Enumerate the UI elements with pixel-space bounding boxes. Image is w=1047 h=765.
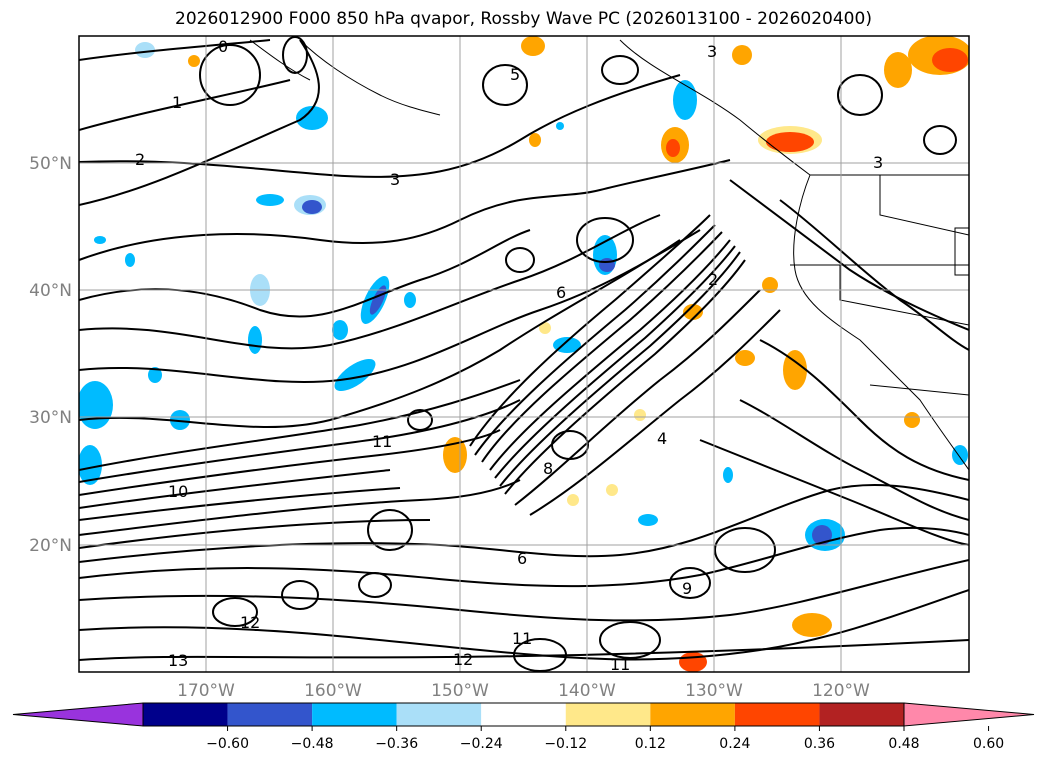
contour-label: 3 <box>873 153 883 172</box>
lat-label-40n: 40°N <box>29 281 72 301</box>
contour-lines <box>79 36 969 672</box>
lon-label-140w: 140°W <box>558 681 616 701</box>
colorbar-cell <box>734 703 820 726</box>
colorbar-tick-label: 0.36 <box>804 736 835 752</box>
contour-label: 6 <box>556 283 566 302</box>
contour-label: 12 <box>240 613 260 632</box>
contour-label: 13 <box>168 651 188 670</box>
contour-label: 11 <box>512 629 532 648</box>
colorbar-cell <box>312 703 397 726</box>
map-frame <box>78 35 970 673</box>
lon-label-170w: 170°W <box>177 681 235 701</box>
map-title: 2026012900 F000 850 hPa qvapor, Rossby W… <box>175 9 872 29</box>
colorbar-cell <box>819 703 904 726</box>
colorbar-cell <box>227 703 313 726</box>
contour-label: 12 <box>453 650 473 669</box>
contour-label: 2 <box>135 150 145 169</box>
lat-label-50n: 50°N <box>29 154 72 174</box>
contour-label: 1 <box>172 93 182 112</box>
map-content: 0 1 2 3 3 3 5 4 6 11 10 8 9 12 13 12 11 … <box>79 36 969 674</box>
colorbar-cell <box>650 703 735 726</box>
contour-label: 8 <box>543 459 553 478</box>
lat-label-30n: 30°N <box>29 408 72 428</box>
colorbar-tick-label: −0.12 <box>544 736 587 752</box>
colorbar-tick-label: 0.24 <box>719 736 750 752</box>
contour-label: 11 <box>610 655 630 674</box>
lat-label-20n: 20°N <box>29 536 72 556</box>
contour-label: 11 <box>372 432 392 451</box>
colorbar-tick-label: 0.48 <box>888 736 919 752</box>
contour-label: 5 <box>510 65 520 84</box>
colorbar-extend-low <box>12 702 144 727</box>
contour-label: 9 <box>682 579 692 598</box>
contour-label: 10 <box>168 482 188 501</box>
colorbar-extend-high <box>903 702 1035 727</box>
colorbar-tick-label: −0.48 <box>291 736 334 752</box>
lon-label-120w: 120°W <box>812 681 870 701</box>
lon-label-160w: 160°W <box>304 681 362 701</box>
contour-label: 3 <box>390 170 400 189</box>
graticule <box>79 36 969 672</box>
colorbar-cell <box>565 703 651 726</box>
colorbar-tick-label: −0.24 <box>460 736 503 752</box>
contour-label: 2 <box>708 270 718 289</box>
contour-label: 6 <box>517 549 527 568</box>
contour-label: 4 <box>657 429 667 448</box>
colorbar-tick-label: −0.36 <box>375 736 418 752</box>
lon-label-150w: 150°W <box>431 681 489 701</box>
colorbar-tick-label: 0.12 <box>635 736 666 752</box>
lon-label-130w: 130°W <box>685 681 743 701</box>
colorbar-frame <box>142 702 905 727</box>
coastlines <box>249 39 969 471</box>
contour-label: 3 <box>707 42 717 61</box>
colorbar-cells <box>12 702 1035 727</box>
latitude-labels: 50°N 40°N 30°N 20°N <box>29 154 72 556</box>
colorbar-tick-label: 0.60 <box>973 736 1004 752</box>
contour-label-group: 0 1 2 3 3 3 5 4 6 11 10 8 9 12 13 12 11 … <box>135 37 883 674</box>
positive-anomaly-patches <box>188 36 969 672</box>
contour-label: 0 <box>218 37 228 56</box>
colorbar-cell <box>481 703 566 726</box>
colorbar-cell <box>143 703 228 726</box>
colorbar: −0.60 −0.48 −0.36 −0.24 −0.12 0.12 0.24 0.36 0.4… <box>12 702 1035 752</box>
map-panel <box>79 36 969 672</box>
longitude-labels: 170°W 160°W 150°W 140°W 130°W 120°W <box>177 681 870 701</box>
colorbar-ticks: −0.60 −0.48 −0.36 −0.24 −0.12 0.12 0.24 0.36 0.4… <box>206 726 1004 752</box>
colorbar-tick-label: −0.60 <box>206 736 249 752</box>
colorbar-cell <box>396 703 482 726</box>
